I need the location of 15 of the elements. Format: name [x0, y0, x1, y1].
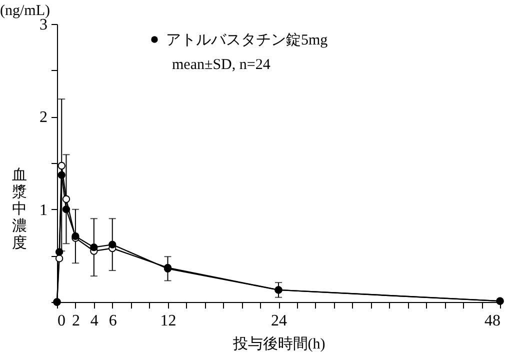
annotation: mean±SD, n=24 — [172, 57, 271, 73]
y-tick-label: 3 — [40, 16, 48, 34]
x-tick-label: 48 — [484, 312, 500, 330]
y-axis-title: 血漿中濃度 — [12, 166, 27, 252]
y-tick-label: 2 — [40, 109, 48, 126]
legend-label: アトルバスタチン錠5mg — [166, 32, 328, 48]
y-tick-label: 1 — [40, 202, 48, 219]
x-axis-title: 投与後時間(h) — [232, 336, 326, 352]
x-tick-label: 24 — [271, 312, 287, 330]
x-tick-label: 2 — [72, 312, 80, 330]
x-tick-label: 0 — [58, 312, 66, 330]
x-tick-label: 6 — [108, 312, 117, 330]
x-tick-label: 4 — [90, 312, 98, 330]
text: (ng/mL) — [0, 3, 50, 19]
x-tick-label: 12 — [160, 312, 176, 330]
